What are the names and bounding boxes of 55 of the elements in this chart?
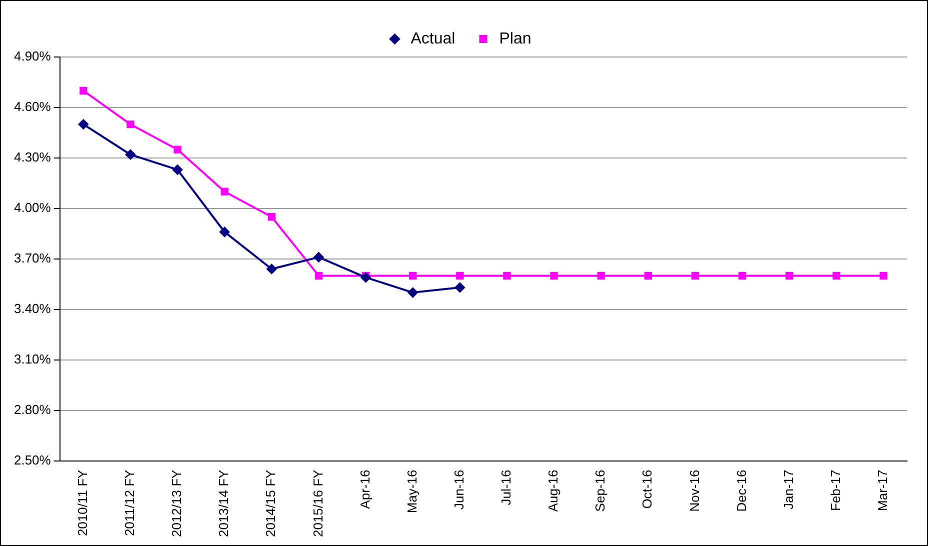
y-tick-label: 4.60% bbox=[14, 99, 52, 114]
y-tick-label: 4.30% bbox=[14, 150, 52, 165]
legend-label: Plan bbox=[499, 30, 532, 48]
point bbox=[360, 272, 371, 282]
point bbox=[408, 288, 418, 298]
legend-label: Actual bbox=[410, 30, 456, 48]
y-tick-label: 4.90% bbox=[14, 48, 52, 64]
x-tick-label: Sep-16 bbox=[592, 470, 608, 512]
point bbox=[597, 272, 605, 280]
x-tick-label: May-16 bbox=[404, 470, 420, 514]
x-tick-label: 2010/11 FY bbox=[74, 469, 90, 536]
x-tick-label: Aug-16 bbox=[546, 470, 561, 512]
point bbox=[125, 150, 136, 160]
y-tick-label: 3.10% bbox=[14, 351, 52, 366]
point bbox=[266, 264, 277, 274]
point bbox=[691, 272, 700, 280]
x-tick-label: Feb-17 bbox=[828, 470, 843, 511]
x-tick-label: Jan-17 bbox=[780, 470, 796, 510]
x-tick-label: Nov-16 bbox=[686, 470, 702, 512]
point bbox=[738, 272, 746, 280]
point bbox=[220, 226, 230, 237]
point bbox=[268, 213, 276, 221]
y-tick-label: 3.40% bbox=[14, 300, 52, 316]
point bbox=[409, 272, 417, 280]
y-tick-label: 2.80% bbox=[14, 402, 52, 417]
point bbox=[454, 282, 465, 292]
point bbox=[220, 188, 228, 196]
x-tick-label: Apr-16 bbox=[357, 470, 372, 509]
x-tick-label: Jul-16 bbox=[498, 470, 514, 506]
point bbox=[314, 252, 324, 262]
point bbox=[456, 272, 464, 280]
x-tick-label: Dec-16 bbox=[734, 470, 749, 512]
point bbox=[880, 272, 888, 280]
point bbox=[172, 164, 183, 175]
x-tick-label: 2011/12 FY bbox=[122, 469, 138, 536]
point bbox=[503, 272, 511, 280]
point bbox=[80, 86, 88, 94]
x-tick-label: Jun-16 bbox=[451, 470, 466, 510]
y-tick-label: 3.70% bbox=[14, 250, 52, 266]
point bbox=[126, 120, 134, 128]
point bbox=[644, 272, 652, 280]
y-tick-label: 2.50% bbox=[14, 452, 52, 468]
y-tick-label: 4.00% bbox=[14, 200, 52, 215]
point bbox=[78, 119, 88, 130]
x-tick-label: 2013/14 FY bbox=[216, 469, 232, 538]
x-tick-label: 2015/16 FY bbox=[310, 469, 326, 538]
point bbox=[314, 272, 323, 280]
point bbox=[786, 272, 794, 280]
x-tick-label: 2012/13 FY bbox=[169, 469, 184, 538]
point bbox=[174, 146, 182, 154]
x-tick-label: Oct-16 bbox=[640, 470, 655, 509]
x-tick-label: 2014/15 FY bbox=[263, 469, 278, 538]
point bbox=[832, 272, 840, 280]
point bbox=[550, 272, 558, 280]
x-tick-label: Mar-17 bbox=[875, 470, 890, 511]
